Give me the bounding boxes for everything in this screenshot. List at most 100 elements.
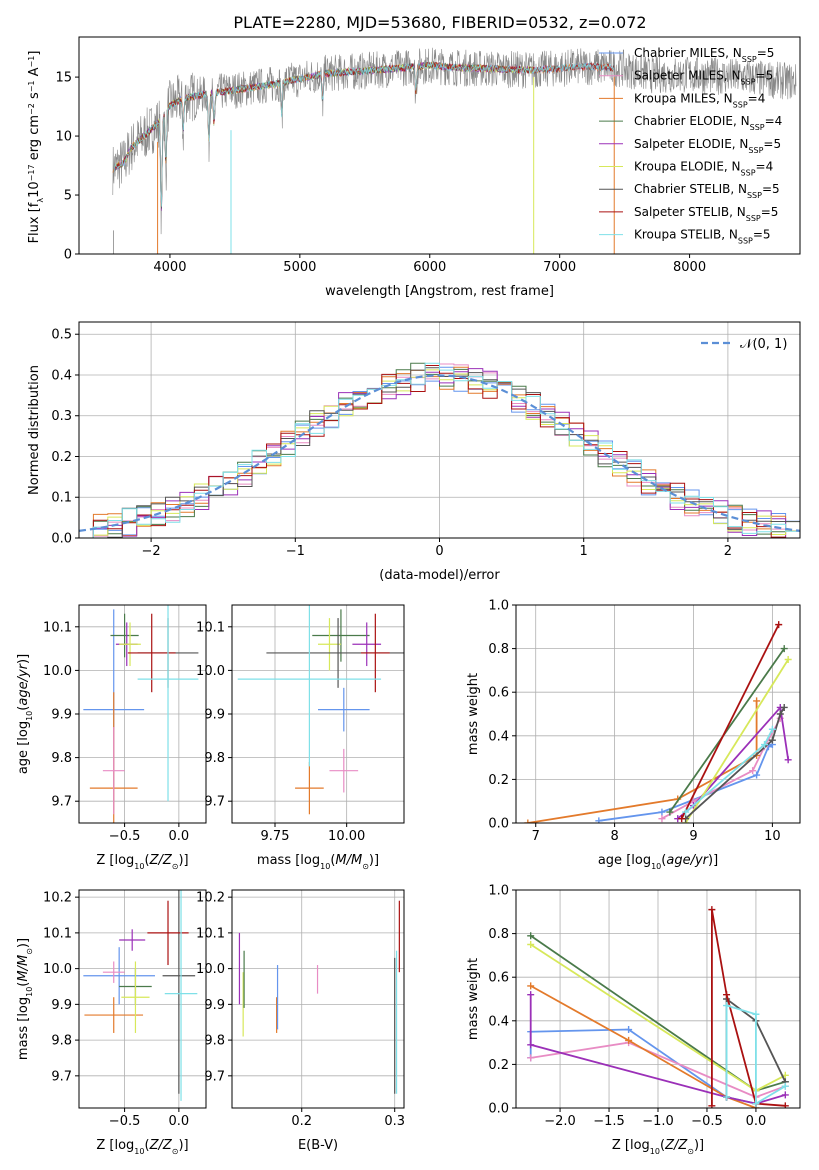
label-part: mass [log (16, 997, 31, 1060)
x-tick-label: 0.2 (291, 1114, 312, 1129)
mass-weight-marker (527, 982, 535, 990)
y-tick-label: 10.1 (43, 620, 72, 635)
y-tick-label: 10.1 (43, 926, 72, 941)
label-part: s (27, 92, 42, 103)
x-axis-label: (data-model)/error (379, 568, 500, 583)
mass-weight-marker (784, 656, 792, 663)
x-tick-label: 9 (689, 829, 697, 844)
mass-weight-marker (708, 1102, 716, 1108)
mass-weight-marker (708, 906, 716, 914)
y-tick-label: 0.5 (51, 328, 72, 343)
panel-mass-vs-metallicity: −0.5 0.09.79.89.910.010.110.2Z [log10(Z/Z… (16, 889, 207, 1156)
error-bar-point (83, 947, 155, 1005)
error-bar-point (162, 890, 196, 1094)
label-part: SSP (733, 100, 748, 109)
y-axis-label: mass weight (466, 958, 481, 1040)
plot-area (238, 900, 400, 1094)
label-part: λ (36, 198, 45, 203)
label-part: Salpeter STELIB, N (634, 205, 746, 219)
error-bar-point (102, 961, 125, 983)
x-tick-label: 10 (764, 829, 781, 844)
error-bar-point (137, 605, 199, 802)
label-part: SSP (742, 55, 757, 64)
model-spectrum (113, 61, 615, 209)
error-bar-point (318, 687, 370, 732)
mass-weight-marker (761, 741, 768, 749)
mass-weight-marker (666, 808, 674, 816)
panel-mass-vs-ebv: 0.2 0.3 9.7 9.8 9.9 10.0 10.1 10.2 E(B-V) (196, 889, 405, 1153)
x-axis-label: mass [log10(M/M⊙)] (257, 853, 379, 871)
y-tick-label: 0 (64, 248, 72, 263)
label-part: ( (16, 706, 31, 711)
mass-weight-marker (752, 1100, 760, 1108)
label-part: ⊙ (25, 948, 34, 955)
label-part: ( (330, 853, 335, 868)
y-tick-label: 0.0 (51, 532, 72, 547)
label-part: )] (369, 853, 379, 868)
label-part: ( (661, 853, 666, 868)
label-part: ⊙ (172, 862, 179, 871)
model-spectrum (113, 61, 615, 207)
mass-weight-marker (723, 1002, 731, 1010)
plot-area (83, 890, 198, 1101)
label-part: Chabrier MILES, N (634, 46, 742, 60)
label-part: Kroupa ELODIE, N (634, 160, 741, 174)
y-tick-label: 9.9 (204, 998, 225, 1013)
error-bar-point (352, 622, 382, 667)
label-part: age/yr (16, 662, 31, 705)
y-tick-label: 10 (55, 130, 72, 145)
y-axis-label: mass weight (466, 673, 481, 755)
mass-weight-marker (749, 767, 757, 775)
y-tick-label: 0.8 (488, 927, 509, 942)
label-part: mass [log (257, 853, 320, 868)
legend-label: Salpeter MILES, NSSP=5 (634, 69, 773, 87)
y-tick-label: 0.6 (488, 971, 509, 986)
x-tick-label: 0 (435, 544, 443, 559)
mass-weight-marker (678, 815, 686, 823)
label-part: )] (178, 853, 188, 868)
label-part: )] (178, 1138, 188, 1153)
error-bar-point (295, 761, 324, 815)
error-bar-point (102, 727, 125, 815)
x-axis-label: age [log10(age/yr)] (598, 853, 718, 871)
y-tick-label: 0.2 (488, 1058, 509, 1073)
y-tick-label: 0.0 (488, 817, 509, 832)
y-tick-label: 0.4 (51, 368, 72, 383)
mass-weight-line (711, 909, 786, 1107)
label-part: =4 (765, 114, 783, 128)
panel-mass-weight-vs-metallicity: −2.0 −1.5 −1.0 −0.5 0.0 0.0 0.2 0.4 0.6 0.8 1.0 Z [… (466, 884, 801, 1156)
label-part: ⊙ (172, 1147, 179, 1156)
x-axis-label: Z [log10(Z/Z⊙)] (96, 1138, 188, 1156)
y-tick-label: 0.6 (488, 686, 509, 701)
y-tick-label: 0.3 (51, 409, 72, 424)
y-tick-label: 9.8 (51, 1034, 72, 1049)
y-tick-label: 0.2 (488, 773, 509, 788)
label-part: Z [log (96, 1138, 134, 1153)
y-tick-label: 0.4 (488, 1014, 509, 1029)
error-bar-point (119, 929, 146, 951)
x-tick-label: −2 (142, 544, 161, 559)
y-tick-label: 10.1 (196, 926, 225, 941)
label-part: =5 (757, 46, 775, 60)
x-tick-label: 1 (580, 544, 588, 559)
x-tick-label: 8 (610, 829, 618, 844)
plot-area (524, 621, 792, 823)
label-part: =4 (748, 91, 766, 105)
y-tick-label: 10.2 (43, 891, 72, 906)
label-part: )] (16, 654, 31, 664)
panel-age-vs-mass: 9.75 10.00 9.7 9.8 9.9 10.0 10.1 mass [log10(M/… (196, 604, 405, 871)
mass-weight-line (661, 717, 782, 820)
mass-weight-marker (776, 710, 784, 718)
mass-weight-line (684, 707, 785, 820)
label-part: SSP (748, 145, 763, 154)
y-tick-label: 15 (55, 71, 72, 86)
label-part: =5 (753, 228, 771, 242)
error-bar-point (329, 748, 359, 793)
y-tick-label: 10.1 (196, 620, 225, 635)
mass-weight-marker (527, 1041, 535, 1049)
x-tick-label: 4000 (153, 260, 186, 275)
x-tick-label: 10.00 (328, 829, 365, 844)
label-part: Flux [f (27, 202, 42, 243)
model-spectrum (113, 61, 612, 211)
